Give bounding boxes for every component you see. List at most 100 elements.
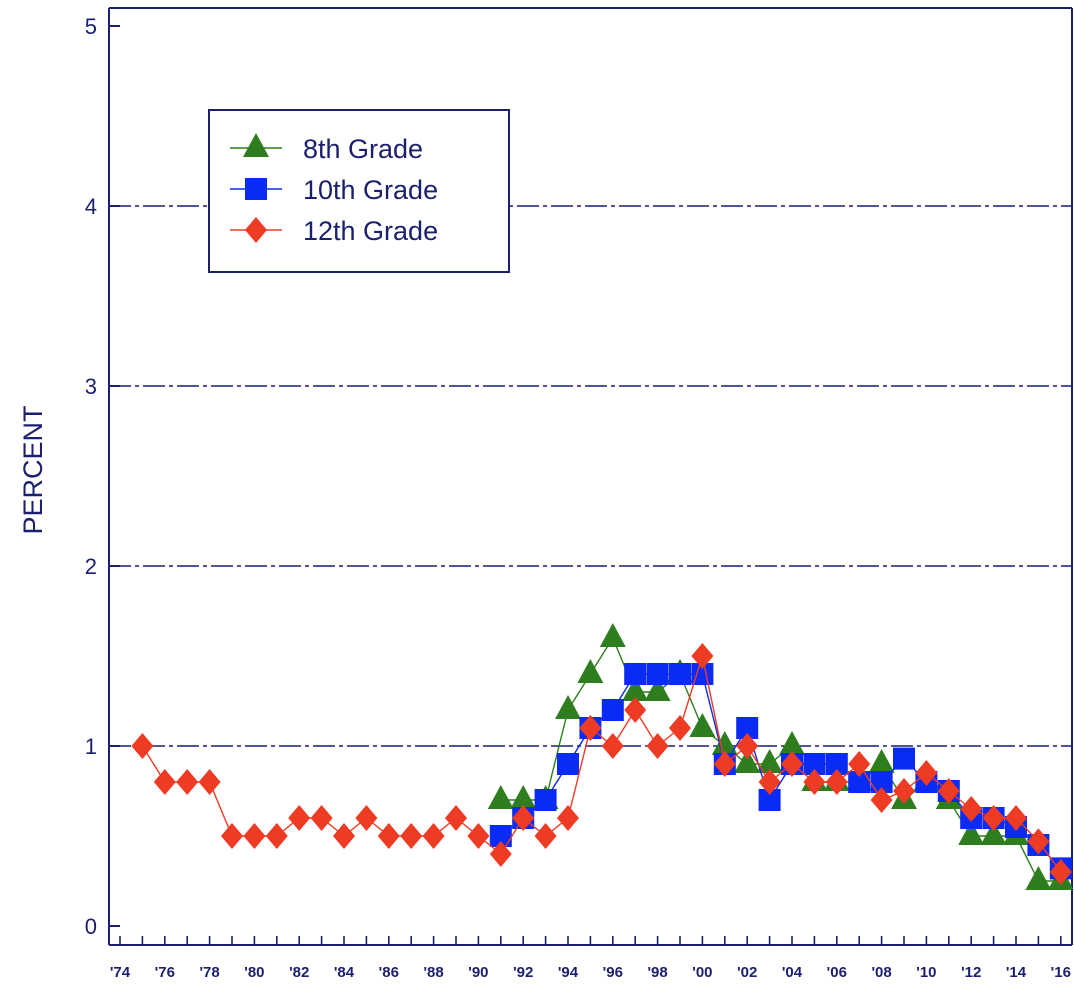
data-point-10th-grade (758, 789, 781, 811)
x-tick-label: '06 (827, 964, 847, 981)
data-point-8th-grade (958, 821, 985, 845)
data-point-12th-grade (355, 805, 378, 831)
data-point-8th-grade (779, 731, 805, 755)
data-point-12th-grade (982, 805, 1005, 831)
data-point-12th-grade (512, 805, 535, 831)
data-point-8th-grade (868, 749, 895, 773)
x-tick-label: '02 (737, 964, 757, 981)
legend-marker-square (245, 178, 267, 200)
legend: 8th Grade 10th Grade 12th Grade (208, 109, 510, 273)
data-point-12th-grade (781, 751, 803, 777)
legend-label: 8th Grade (303, 134, 423, 164)
data-point-10th-grade (624, 663, 647, 685)
data-point-8th-grade (577, 659, 604, 683)
data-point-10th-grade (893, 747, 915, 770)
data-point-12th-grade (153, 769, 176, 795)
data-point-12th-grade (1049, 859, 1072, 885)
x-tick-label: '14 (1006, 964, 1027, 981)
data-point-12th-grade (265, 823, 288, 849)
legend-marker-diamond (245, 217, 267, 243)
data-point-12th-grade (1027, 828, 1050, 855)
data-point-12th-grade (310, 805, 333, 831)
data-point-12th-grade (825, 769, 848, 795)
data-point-12th-grade (243, 823, 266, 849)
data-point-10th-grade (601, 699, 624, 721)
legend-label: 10th Grade (303, 175, 438, 205)
series-12th-grade (131, 643, 1072, 885)
data-point-10th-grade (646, 663, 669, 685)
data-point-12th-grade (848, 751, 871, 777)
data-point-10th-grade (825, 753, 848, 775)
data-point-12th-grade (489, 841, 512, 867)
data-point-8th-grade (599, 623, 626, 647)
data-point-12th-grade (131, 733, 154, 759)
data-point-12th-grade (400, 823, 423, 849)
data-point-12th-grade (422, 823, 445, 849)
data-point-12th-grade (221, 823, 243, 849)
data-point-12th-grade (713, 751, 736, 777)
x-tick-label: '00 (692, 964, 712, 981)
x-tick-label: '76 (155, 964, 175, 981)
data-point-12th-grade (870, 787, 893, 813)
y-tick-label: 3 (85, 374, 97, 399)
x-tick-label: '74 (110, 964, 131, 981)
x-tick-label: '98 (647, 964, 667, 981)
data-point-12th-grade (1005, 805, 1027, 831)
x-tick-label: '94 (558, 964, 579, 981)
data-point-8th-grade (980, 821, 1007, 845)
data-point-12th-grade (915, 760, 938, 786)
data-point-12th-grade (467, 823, 490, 849)
data-point-12th-grade (937, 778, 960, 804)
x-tick-label: '10 (916, 964, 936, 981)
data-point-10th-grade (489, 825, 512, 847)
y-axis-label: PERCENT (18, 405, 48, 534)
data-point-8th-grade (510, 785, 537, 809)
data-point-12th-grade (758, 769, 781, 795)
data-point-12th-grade (803, 769, 826, 795)
data-point-10th-grade (669, 663, 691, 685)
data-point-12th-grade (646, 733, 669, 759)
data-point-10th-grade (848, 771, 871, 793)
y-tick-label: 0 (85, 914, 97, 939)
y-tick-label: 2 (85, 554, 97, 579)
data-point-12th-grade (601, 733, 624, 759)
y-tick-label: 4 (85, 194, 97, 219)
legend-label: 12th Grade (303, 216, 438, 246)
x-tick-label: '80 (244, 964, 264, 981)
data-point-8th-grade (487, 785, 514, 809)
x-tick-label: '86 (379, 964, 399, 981)
x-tick-label: '16 (1051, 964, 1071, 981)
data-point-8th-grade (711, 731, 738, 755)
data-point-12th-grade (669, 715, 691, 741)
data-point-10th-grade (736, 717, 759, 739)
data-point-10th-grade (557, 753, 579, 775)
data-point-8th-grade (734, 749, 761, 773)
data-point-12th-grade (893, 778, 915, 804)
x-tick-label: '92 (513, 964, 533, 981)
data-point-8th-grade (555, 695, 581, 719)
axes: 0 1 2 3 4 5 '74 '76 '78 '80 '82 '84 '86 '88 '90 '92 '94 '… (85, 7, 1073, 981)
data-point-12th-grade (557, 805, 579, 831)
data-point-12th-grade (736, 733, 759, 759)
data-point-10th-grade (534, 789, 557, 811)
data-point-12th-grade (333, 823, 355, 849)
data-point-12th-grade (288, 805, 311, 831)
x-tick-label: '08 (871, 964, 891, 981)
x-tick-label: '84 (334, 964, 355, 981)
data-point-12th-grade (534, 823, 557, 849)
series-layer (131, 623, 1074, 890)
y-tick-label: 1 (85, 734, 97, 759)
data-point-8th-grade (689, 713, 716, 737)
data-point-12th-grade (176, 769, 199, 795)
data-point-12th-grade (691, 643, 714, 669)
data-point-12th-grade (377, 823, 400, 849)
data-point-8th-grade (1025, 866, 1052, 890)
data-point-12th-grade (624, 697, 647, 723)
data-point-12th-grade (198, 769, 221, 795)
x-tick-label: '12 (961, 964, 981, 981)
x-tick-label: '04 (782, 964, 803, 981)
data-point-12th-grade (960, 796, 983, 822)
x-tick-label: '82 (289, 964, 309, 981)
data-point-10th-grade (870, 771, 893, 793)
